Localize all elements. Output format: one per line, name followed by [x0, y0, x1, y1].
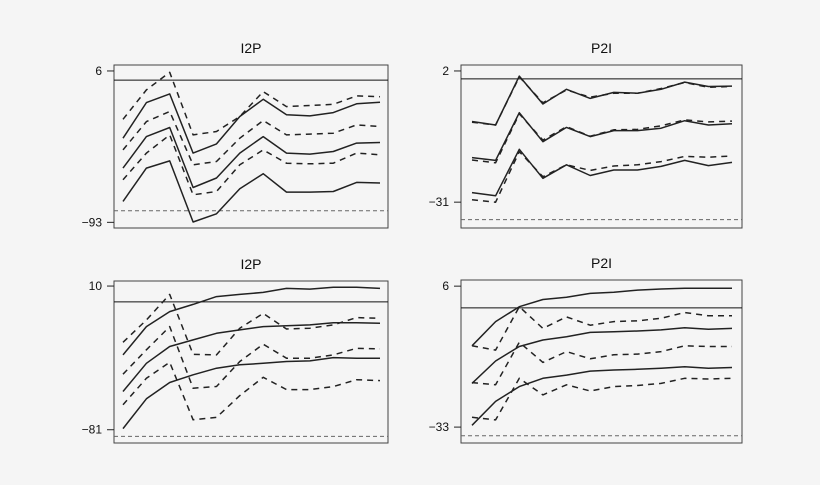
solid-series-line-3	[471, 148, 733, 197]
solid-series-line-2	[122, 126, 381, 189]
solid-series-line-1	[122, 286, 381, 356]
dashed-series-line-6	[471, 377, 733, 421]
solid-series-line-2	[471, 326, 733, 384]
panel-1: I2P 6 −93	[82, 40, 389, 229]
dashed-series-line-4	[122, 293, 381, 356]
plot-frame	[460, 279, 743, 444]
panel-3: I2P 10 −81	[82, 256, 389, 444]
panel-title: I2P	[240, 256, 261, 272]
solid-series-line-1	[122, 93, 381, 154]
panel-title: I2P	[240, 40, 261, 56]
solid-series-line-3	[122, 356, 380, 430]
y-tick-label: 6	[95, 64, 102, 78]
panel-2: P2I 2 −31	[429, 40, 743, 229]
dashed-series-line-4	[471, 76, 733, 126]
y-tick-label: 10	[89, 279, 103, 293]
solid-series-line-2	[122, 321, 381, 392]
y-tick-label: −31	[429, 195, 450, 209]
y-tick-label: 2	[442, 64, 449, 78]
panel-title: P2I	[591, 40, 612, 56]
dashed-series-line-5	[122, 110, 381, 166]
dashed-series-line-4	[122, 71, 381, 136]
y-tick-label: 6	[442, 279, 449, 293]
plot-frame	[460, 64, 743, 229]
solid-series-line-2	[471, 111, 733, 162]
y-tick-label: −93	[82, 215, 103, 229]
solid-series-line-3	[122, 160, 381, 223]
solid-series-line-3	[471, 365, 733, 426]
panel-title: P2I	[591, 255, 612, 271]
plot-frame	[113, 64, 389, 229]
dashed-series-line-5	[122, 325, 381, 389]
dashed-series-line-5	[471, 113, 733, 164]
dashed-series-line-6	[122, 134, 381, 196]
y-tick-label: −33	[429, 420, 450, 434]
solid-series-line-1	[471, 287, 732, 347]
dashed-series-line-4	[471, 305, 732, 351]
panel-4: P2I 6 −33	[429, 255, 743, 444]
plot-frame	[113, 280, 389, 444]
y-tick-label: −81	[82, 423, 103, 437]
dashed-series-line-5	[471, 341, 732, 386]
dashed-series-line-6	[122, 361, 381, 421]
dashed-series-line-6	[471, 150, 733, 203]
